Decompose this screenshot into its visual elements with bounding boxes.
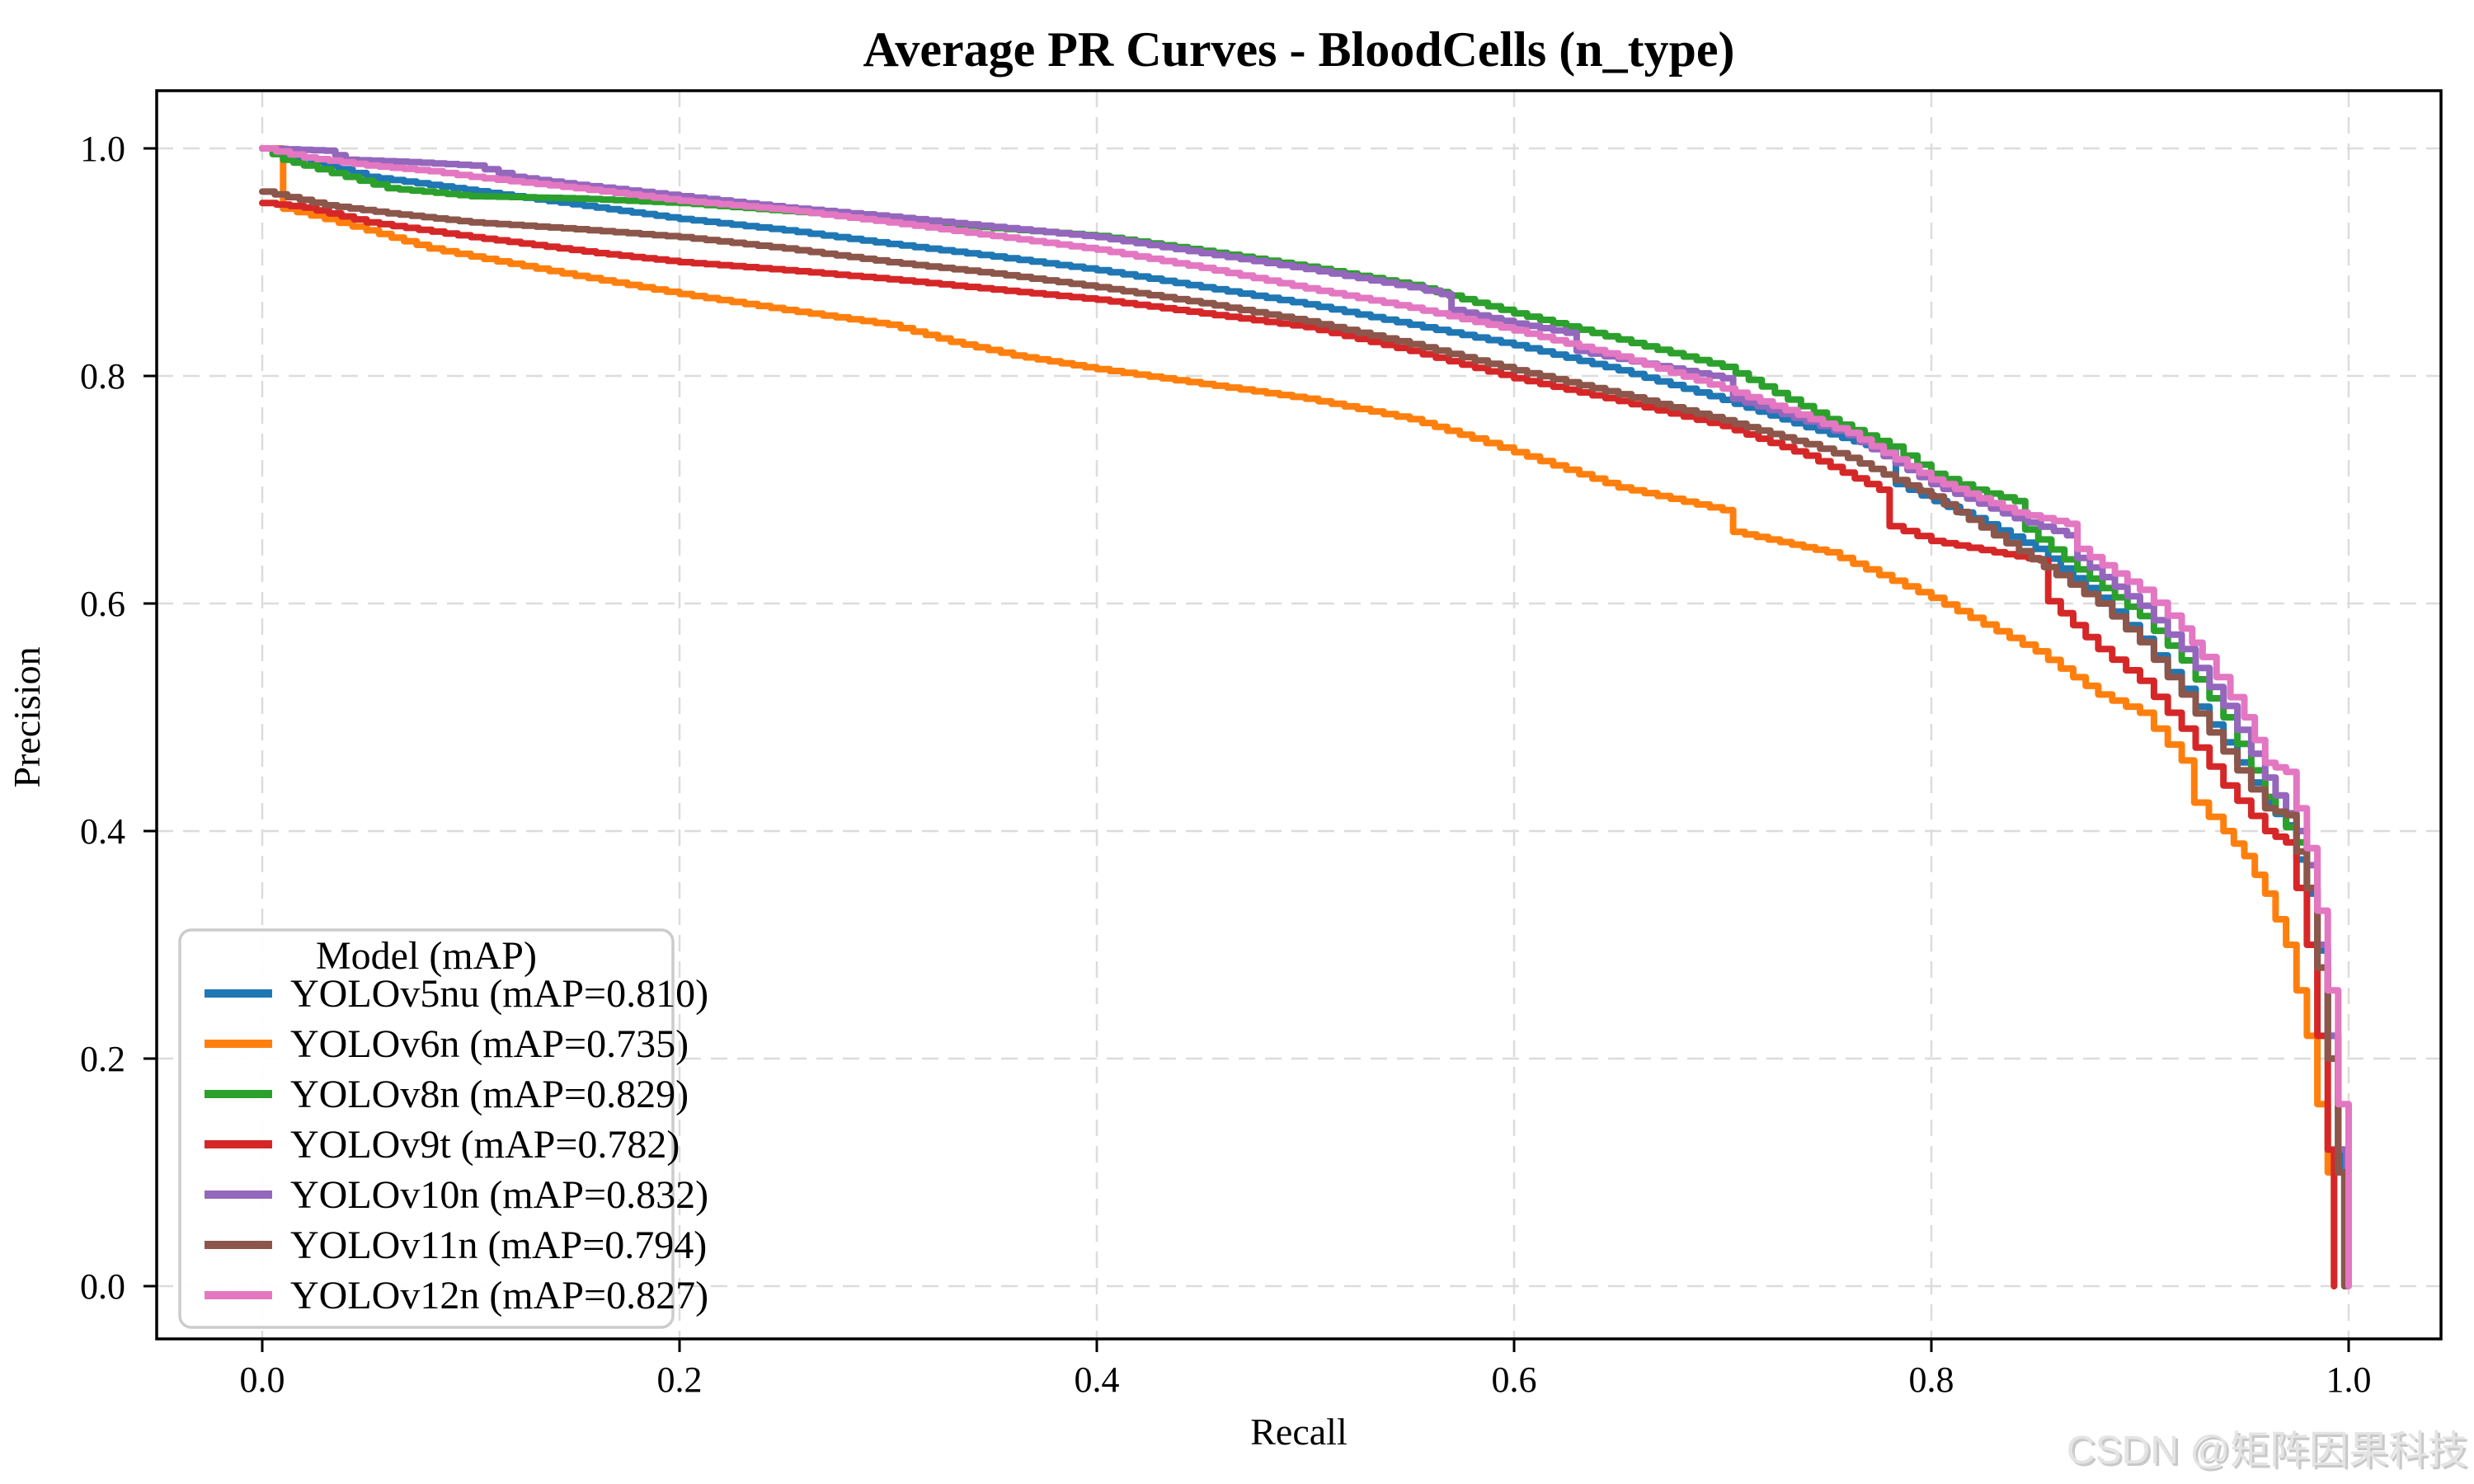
pr-curve-yolov12n [259,145,2352,1289]
pr-curve-yolov5nu [259,145,2348,1289]
x-tick-label: 1.0 [2326,1360,2372,1400]
legend-entry-label: YOLOv12n (mAP=0.827) [290,1274,708,1317]
y-tick-label: 1.0 [80,129,125,169]
legend-entry-label: YOLOv6n (mAP=0.735) [290,1022,689,1066]
chart-title: Average PR Curves - BloodCells (n_type) [863,22,1734,77]
axis-ticks [143,147,2350,1352]
pr-curve-yolov6n [259,145,2338,1289]
x-tick-label: 0.8 [1909,1360,1954,1400]
legend-entry-label: YOLOv10n (mAP=0.832) [290,1173,708,1217]
pr-curves [259,145,2352,1289]
legend-box [178,928,675,1329]
y-tick-label: 0.2 [80,1039,125,1079]
x-tick-label: 0.0 [240,1360,285,1400]
x-tick-label: 0.2 [657,1360,703,1400]
y-tick-label: 0.4 [80,811,125,852]
plot-border-spines [155,89,2443,1341]
legend-entry-label: YOLOv11n (mAP=0.794) [290,1223,707,1267]
pr-curve-yolov11n [259,188,2348,1289]
x-axis-label: Recall [1250,1411,1348,1453]
x-tick-label: 0.6 [1492,1360,1537,1400]
y-axis-label: Precision [6,646,48,787]
y-tick-label: 0.0 [80,1266,125,1307]
watermark-shadow: CSDN @矩阵因果科技 [2069,1431,2470,1475]
axis-tick-labels: 0.0 0.2 0.4 0.6 0.8 1.0 0.0 0.2 0.4 0.6 0.8 1.0 [80,129,2372,1400]
y-tick-label: 0.6 [80,584,125,624]
legend-entry-label: YOLOv5nu (mAP=0.810) [290,972,708,1016]
y-tick-label: 0.8 [80,356,125,397]
x-tick-label: 0.4 [1075,1360,1120,1400]
legend: Model (mAP) YOLOv5nu (mAP=0.810) YOLOv6n … [178,928,708,1329]
legend-entry-label: YOLOv9t (mAP=0.782) [290,1123,680,1167]
legend-entries: YOLOv5nu (mAP=0.810) YOLOv6n (mAP=0.735) Y… [205,972,708,1317]
legend-entry-label: YOLOv8n (mAP=0.829) [290,1073,689,1116]
legend-title: Model (mAP) [316,934,537,978]
watermark-text: CSDN @矩阵因果科技 [2067,1429,2467,1472]
